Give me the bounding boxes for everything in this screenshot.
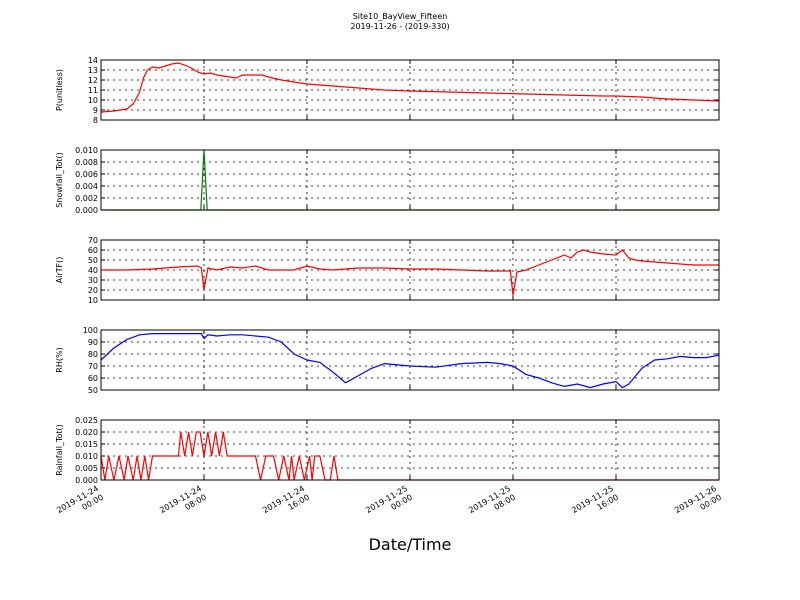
series-line: [100, 431, 719, 481]
x-tick-label: 2019-11-2508:00: [467, 484, 517, 524]
panel-frame: [100, 59, 720, 121]
y-tick-label: 10: [88, 296, 98, 305]
y-tick-label: 40: [88, 266, 98, 275]
y-tick-label: 0.020: [75, 428, 98, 437]
chart-title: Site10_BayView_Fifteen: [353, 12, 448, 21]
y-tick-label: 0.015: [75, 440, 98, 449]
series-line: [100, 333, 720, 389]
series-line: [101, 249, 719, 296]
y-tick-label: 50: [88, 386, 98, 395]
panel-frame: [100, 419, 720, 481]
y-tick-label: 20: [88, 286, 98, 295]
y-tick-label: 0.000: [75, 476, 98, 485]
panel-4: 50 60 70 80 90 100 RH(%): [55, 326, 720, 395]
y-tick-label: 0.004: [75, 182, 98, 191]
chart-subtitle: 2019-11-26 - (2019-330): [350, 22, 449, 31]
y-tick-label: 50: [88, 256, 98, 265]
y-tick-label: 70: [88, 236, 98, 245]
y-tick-label: 80: [88, 350, 98, 359]
y-axis-label: Snowfall_Tot(): [55, 152, 64, 208]
y-tick-label: 0.000: [75, 206, 98, 215]
x-tick-labels: 2019-11-2400:00 2019-11-2408:00 2019-11-24…: [55, 484, 723, 524]
y-tick-label: 11: [88, 86, 98, 95]
x-axis-label: Date/Time: [369, 535, 452, 554]
y-axis-label: P(unitless): [55, 69, 64, 111]
y-tick-label: 60: [88, 374, 98, 383]
panel-5: 0.000 0.005 0.010 0.015 0.020 0.025 Rainfall_T…: [55, 416, 720, 485]
panels: 891011121314P(unitless)0.0000.0020.0040.…: [55, 56, 720, 485]
x-tick-label: 2019-11-2500:00: [364, 484, 414, 524]
x-tick-label: 2019-11-2516:00: [570, 484, 620, 524]
y-tick-label: 0.002: [75, 194, 98, 203]
x-tick-label: 2019-11-2408:00: [158, 484, 208, 524]
y-tick-label: 9: [93, 106, 98, 115]
y-tick-label: 0.010: [75, 146, 98, 155]
panel-2: 0.000 0.002 0.004 0.006 0.008 0.010 Snowfall_T…: [55, 146, 720, 215]
y-tick-label: 14: [88, 56, 98, 65]
y-tick-label: 13: [88, 66, 98, 75]
y-tick-label: 70: [88, 362, 98, 371]
y-tick-label: 0.025: [75, 416, 98, 425]
y-tick-label: 0.010: [75, 452, 98, 461]
x-tick-label: 2019-11-2416:00: [261, 484, 311, 524]
y-axis-label: RH(%): [55, 347, 64, 372]
panel-frame: [100, 329, 720, 391]
y-tick-label: 0.005: [75, 464, 98, 473]
y-tick-label: 90: [88, 338, 98, 347]
y-tick-label: 30: [88, 276, 98, 285]
y-tick-label: 8: [93, 116, 98, 125]
y-tick-label: 60: [88, 246, 98, 255]
y-tick-label: 0.008: [75, 158, 98, 167]
y-axis-label: AirTF(): [55, 257, 64, 284]
panel-frame: [100, 149, 720, 211]
x-tick-label: 2019-11-2600:00: [673, 484, 723, 524]
y-tick-label: 10: [88, 96, 98, 105]
y-tick-label: 0.006: [75, 170, 98, 179]
panel-frame: [100, 239, 720, 301]
y-tick-label: 100: [83, 326, 98, 335]
x-tick-label: 2019-11-2400:00: [55, 484, 105, 524]
y-tick-label: 12: [88, 76, 98, 85]
series-line: [100, 62, 720, 113]
y-axis-label: Rainfall_Tot(): [55, 424, 64, 476]
